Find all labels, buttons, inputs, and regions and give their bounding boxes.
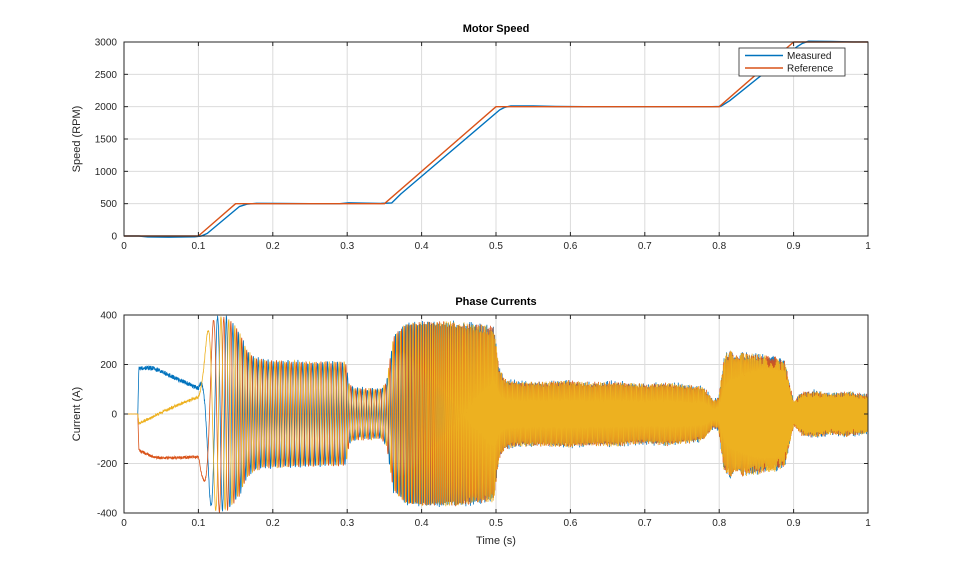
legend-label-reference[interactable]: Reference [787,64,834,75]
y-tick-label: 0 [111,410,117,421]
series-group [123,315,869,513]
y-axis-label-speed: Speed (RPM) [71,105,83,173]
y-tick-label: 2000 [95,102,118,113]
chart-title-phase-currents: Phase Currents [455,296,537,308]
legend-label-measured[interactable]: Measured [787,51,831,62]
x-tick-label: 0.3 [340,518,354,529]
tick-labels: 0 0.1 0.2 0.3 0.4 0.5 0.6 0.7 0.8 0.9 1 0 500 1000 150… [95,38,871,253]
y-axis-label-current: Current (A) [71,386,83,442]
x-tick-label: 0.8 [712,518,726,529]
y-tick-label: 200 [100,360,117,371]
x-tick-label: 0.9 [787,241,801,252]
x-tick-label: 1 [865,241,871,252]
chart-motor-speed: 0 0.1 0.2 0.3 0.4 0.5 0.6 0.7 0.8 0.9 1 0 500 1000 150… [95,38,871,253]
x-tick-label: 0.8 [712,241,726,252]
x-tick-label: 0.5 [489,241,503,252]
y-tick-label: 400 [100,311,117,322]
chart-title-motor-speed: Motor Speed [462,23,530,35]
x-tick-label: 0.4 [415,241,429,252]
tick-labels: 0 0.1 0.2 0.3 0.4 0.5 0.6 0.7 0.8 0.9 1 -400 -200 0 20… [97,311,871,530]
x-tick-label: 0 [121,241,127,252]
y-tick-label: 0 [111,232,117,243]
x-tick-label: 0.6 [563,518,577,529]
chart-phase-currents: 0 0.1 0.2 0.3 0.4 0.5 0.6 0.7 0.8 0.9 1 -400 -200 0 20… [97,311,871,530]
x-tick-label: 0.4 [415,518,429,529]
x-tick-label: 0 [121,518,127,529]
x-tick-label: 0.5 [489,518,503,529]
y-tick-label: 1500 [95,135,118,146]
y-tick-label: 500 [100,199,117,210]
x-axis-label-time: Time (s) [476,535,516,547]
axes-frame [123,314,869,514]
x-tick-label: 0.2 [266,518,280,529]
x-tick-label: 0.7 [638,518,652,529]
y-tick-label: 3000 [95,38,118,49]
x-tick-label: 0.2 [266,241,280,252]
x-tick-label: 1 [865,518,871,529]
x-tick-label: 0.1 [191,518,205,529]
x-tick-label: 0.9 [787,518,801,529]
x-tick-label: 0.6 [563,241,577,252]
x-tick-label: 0.3 [340,241,354,252]
y-tick-label: 2500 [95,70,118,81]
waveform-phase-c [123,316,869,511]
x-tick-label: 0.7 [638,241,652,252]
x-tick-label: 0.1 [191,241,205,252]
legend-box[interactable] [738,47,846,77]
y-tick-label: 1000 [95,167,118,178]
axes-frame [123,41,869,237]
y-tick-label: -200 [97,459,117,470]
legend[interactable]: Measured Reference [738,47,846,77]
y-tick-label: -400 [97,509,117,520]
